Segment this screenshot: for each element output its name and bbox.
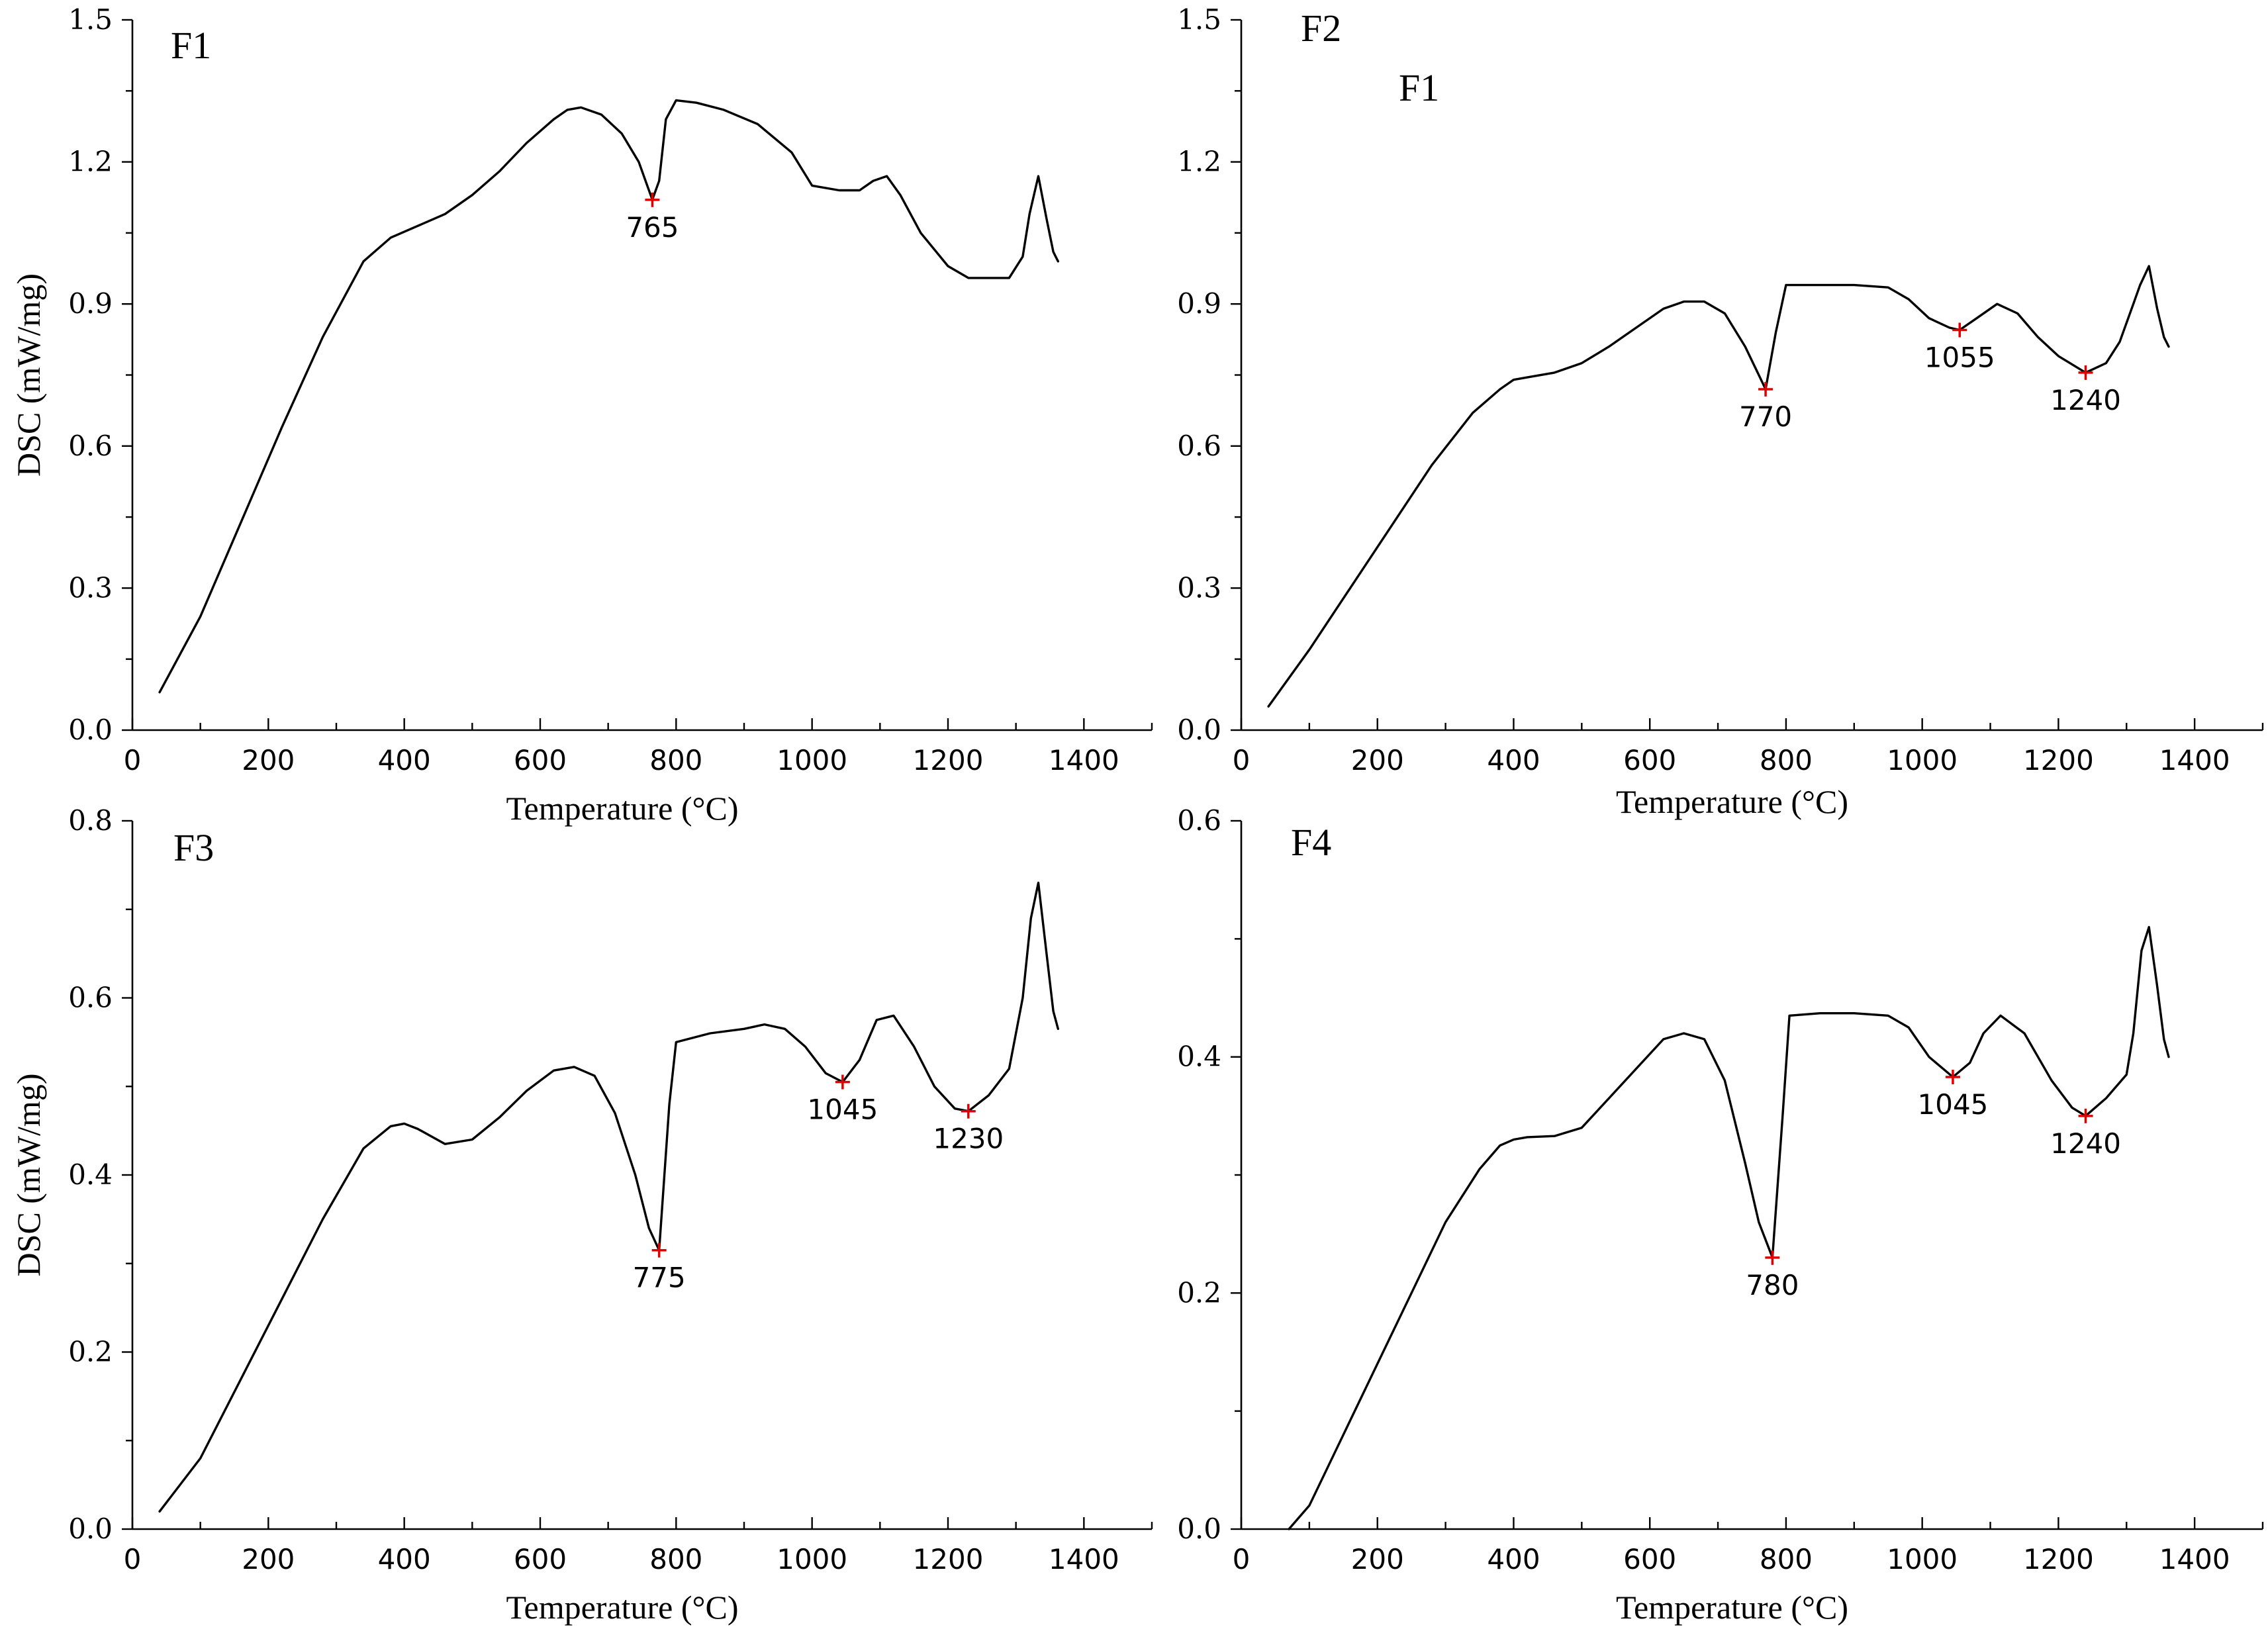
panel-f1: 0 200 400 600 800 1000 1200 1400 0.0 0.3 0.6 0.9 1.2… (10, 3, 1153, 827)
y-tick-label: 0.2 (1177, 1276, 1221, 1309)
panel-f3: 0 200 400 600 800 1000 1200 1400 0.0 0.2 0.4 0.6 0.8… (10, 804, 1153, 1626)
x-tick-label: 200 (242, 1543, 295, 1575)
x-tick-label: 600 (514, 1543, 567, 1575)
y-tick-label: 0.4 (1177, 1041, 1221, 1073)
x-tick-label: 0 (124, 1543, 142, 1575)
y-tick-label: 0.0 (68, 1513, 113, 1545)
peak-label: 775 (633, 1262, 686, 1294)
peak-marker (1758, 381, 1773, 397)
x-tick-label: 1400 (1049, 744, 1119, 776)
peak-marker (645, 192, 660, 207)
peak-label: 1045 (807, 1094, 878, 1126)
x-tick-label: 1000 (1887, 744, 1958, 776)
peak-label: 780 (1746, 1269, 1799, 1301)
x-tick-label: 1400 (2159, 1543, 2230, 1575)
peak-label: 1055 (1924, 342, 1995, 374)
panel-sublabel: F1 (1399, 66, 1439, 109)
x-tick-label: 800 (1760, 1543, 1813, 1575)
x-tick-label: 400 (378, 744, 431, 776)
peak-label: 770 (1739, 400, 1792, 433)
x-tick-label: 600 (514, 744, 567, 776)
x-axis-label: Temperature (°C) (1616, 1589, 1848, 1626)
peak-marker (1765, 1250, 1780, 1265)
x-tick-label: 800 (649, 1543, 702, 1575)
x-tick-label: 800 (1760, 744, 1813, 776)
peak-marker (1952, 322, 1967, 338)
x-tick-label: 400 (1487, 744, 1540, 776)
dsc-curve (1267, 265, 2170, 708)
y-axis-label: DSC (mW/mg) (10, 1074, 47, 1277)
y-tick-label: 1.2 (1177, 146, 1221, 178)
panel-label: F2 (1301, 7, 1341, 50)
x-tick-label: 1200 (913, 744, 984, 776)
panel-label: F4 (1291, 821, 1331, 864)
x-tick-label: 1000 (777, 744, 847, 776)
y-tick-label: 0.0 (68, 714, 113, 746)
x-axis-label: Temperature (°C) (506, 790, 738, 827)
y-tick-label: 0.3 (1177, 571, 1221, 604)
y-tick-label: 0.0 (1177, 714, 1221, 746)
y-tick-label: 1.5 (1177, 3, 1221, 36)
y-tick-label: 0.6 (1177, 804, 1221, 837)
peak-marker (2078, 1108, 2093, 1123)
x-tick-label: 0 (124, 744, 142, 776)
x-axis-label: Temperature (°C) (1616, 783, 1848, 820)
x-tick-label: 800 (649, 744, 702, 776)
y-tick-label: 0.2 (68, 1336, 113, 1368)
y-tick-label: 1.5 (68, 3, 113, 36)
peak-marker (2078, 365, 2093, 380)
x-tick-label: 0 (1233, 1543, 1251, 1575)
y-tick-label: 0.8 (68, 804, 113, 837)
x-tick-label: 200 (1351, 1543, 1404, 1575)
y-tick-label: 1.2 (68, 146, 113, 178)
y-tick-label: 0.6 (68, 982, 113, 1014)
dsc-curve (158, 99, 1060, 694)
dsc-curve (1288, 925, 2170, 1530)
x-tick-label: 1000 (1887, 1543, 1958, 1575)
y-tick-label: 0.6 (1177, 430, 1221, 462)
x-tick-label: 400 (378, 1543, 431, 1575)
peak-label: 1045 (1918, 1088, 1989, 1121)
peak-marker (835, 1074, 850, 1090)
x-tick-label: 400 (1487, 1543, 1540, 1575)
peak-label: 1240 (2050, 1127, 2121, 1160)
peak-marker (961, 1103, 976, 1119)
y-tick-label: 0.6 (68, 430, 113, 462)
peak-label: 765 (626, 211, 679, 244)
x-tick-label: 1400 (2159, 744, 2230, 776)
x-tick-label: 200 (1351, 744, 1404, 776)
x-axis-label: Temperature (°C) (506, 1589, 738, 1626)
x-tick-label: 1200 (913, 1543, 984, 1575)
y-tick-label: 0.9 (1177, 287, 1221, 320)
dsc-curve (158, 881, 1060, 1513)
x-tick-label: 1200 (2023, 744, 2094, 776)
panel-f4: 0 200 400 600 800 1000 1200 1400 0.0 0.2 0.4 0.6 Tem… (1177, 804, 2264, 1626)
peak-marker (1945, 1069, 1960, 1084)
panel-f2: 0 200 400 600 800 1000 1200 1400 0.0 0.3 0.6 0.9 1.2… (1177, 3, 2264, 820)
y-tick-label: 0.0 (1177, 1513, 1221, 1545)
y-tick-label: 0.3 (68, 571, 113, 604)
peak-label: 1230 (933, 1123, 1004, 1155)
y-tick-label: 0.4 (68, 1158, 113, 1191)
x-tick-label: 1000 (777, 1543, 847, 1575)
panel-label: F1 (171, 24, 211, 67)
x-tick-label: 600 (1623, 1543, 1676, 1575)
peak-label: 1240 (2050, 384, 2121, 416)
panel-label: F3 (173, 826, 214, 869)
y-axis-label: DSC (mW/mg) (10, 273, 47, 477)
y-tick-label: 0.9 (68, 287, 113, 320)
x-tick-label: 0 (1233, 744, 1251, 776)
x-tick-label: 1200 (2023, 1543, 2094, 1575)
x-tick-label: 200 (242, 744, 295, 776)
x-tick-label: 1400 (1049, 1543, 1119, 1575)
x-tick-label: 600 (1623, 744, 1676, 776)
peak-marker (651, 1242, 667, 1258)
